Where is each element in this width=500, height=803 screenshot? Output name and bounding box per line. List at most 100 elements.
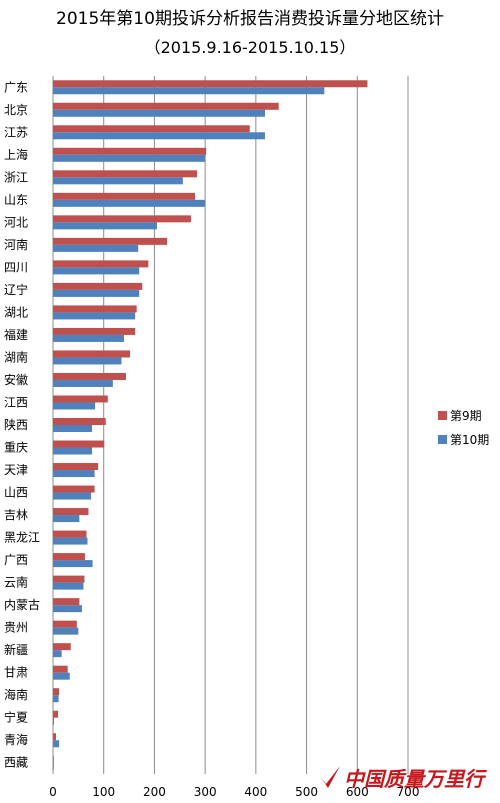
bar-period9 xyxy=(53,80,368,88)
bar-period10 xyxy=(53,87,325,95)
bar-period9 xyxy=(53,170,198,178)
bar-period9 xyxy=(53,710,59,718)
category-label: 辽宁 xyxy=(4,282,28,297)
checkmark-icon xyxy=(320,766,340,788)
watermark-logo: 中国质量万里行 xyxy=(320,766,487,791)
category-label: 海南 xyxy=(4,687,28,702)
bar-period10 xyxy=(53,537,88,545)
x-tick-label: 700 xyxy=(397,785,420,799)
category-label: 浙江 xyxy=(4,170,28,184)
bar-period10 xyxy=(53,222,157,230)
bar-period9 xyxy=(53,620,77,628)
category-label: 北京 xyxy=(4,103,28,117)
category-label: 安徽 xyxy=(4,372,28,387)
legend-swatch xyxy=(438,411,447,420)
bar-period9 xyxy=(53,237,168,245)
bar-period10 xyxy=(53,177,183,185)
bar-period10 xyxy=(53,582,84,590)
bar-period10 xyxy=(53,762,54,770)
bar-period10 xyxy=(53,740,60,748)
bar-period10 xyxy=(53,470,95,478)
category-label: 宁夏 xyxy=(4,710,28,725)
watermark-text: 中国质量万里行 xyxy=(344,767,487,791)
category-label: 内蒙古 xyxy=(4,597,40,612)
x-tick-label: 100 xyxy=(92,785,115,799)
legend-label: 第10期 xyxy=(450,433,489,447)
category-label: 广东 xyxy=(4,80,28,94)
bar-period9 xyxy=(53,215,191,223)
category-label: 河南 xyxy=(4,237,28,252)
category-label: 青海 xyxy=(4,732,28,747)
bar-period9 xyxy=(53,305,137,313)
category-label: 山西 xyxy=(4,486,28,500)
bar-period10 xyxy=(53,605,82,613)
bar-period10 xyxy=(53,199,206,207)
category-label: 贵州 xyxy=(4,621,28,635)
category-label: 西藏 xyxy=(4,756,28,770)
bar-period9 xyxy=(53,327,136,335)
bar-period10 xyxy=(53,154,206,162)
bar-period10 xyxy=(53,312,136,320)
bar-period9 xyxy=(53,395,108,403)
category-label: 天津 xyxy=(4,463,28,477)
category-label: 重庆 xyxy=(4,441,28,455)
x-tick-label: 600 xyxy=(346,785,369,799)
bar-period10 xyxy=(53,672,70,680)
bar-period10 xyxy=(53,627,79,635)
bar-period10 xyxy=(53,717,55,725)
legend-swatch xyxy=(438,435,447,444)
category-label: 陕西 xyxy=(4,417,28,432)
bar-period9 xyxy=(53,102,279,110)
category-label: 上海 xyxy=(4,147,28,162)
category-label: 福建 xyxy=(4,327,28,342)
bar-period10 xyxy=(53,695,59,703)
bar-period9 xyxy=(53,733,57,741)
legend-label: 第9期 xyxy=(450,409,482,423)
bar-period9 xyxy=(53,688,60,696)
bar-period10 xyxy=(53,447,93,455)
category-label: 江苏 xyxy=(4,125,28,139)
bar-period9 xyxy=(53,508,89,516)
bar-period9 xyxy=(53,350,131,358)
category-label: 河北 xyxy=(4,215,28,229)
bar-period9 xyxy=(53,598,80,606)
bar-period10 xyxy=(53,244,139,252)
category-label: 甘肃 xyxy=(4,666,28,680)
bar-period10 xyxy=(53,379,113,387)
chart-title: 2015年第10期投诉分析报告消费投诉量分地区统计 xyxy=(56,9,444,29)
bar-period10 xyxy=(53,650,62,658)
category-label: 黑龙江 xyxy=(4,531,40,545)
bar-period9 xyxy=(53,665,68,673)
bar-period9 xyxy=(53,192,195,200)
x-tick-label: 500 xyxy=(295,785,318,799)
bar-period9 xyxy=(53,530,87,538)
category-label: 新疆 xyxy=(4,642,28,657)
bar-period10 xyxy=(53,515,80,523)
bar-period9 xyxy=(53,643,71,651)
bar-period10 xyxy=(53,267,140,275)
bar-period9 xyxy=(53,553,85,561)
bar-period10 xyxy=(53,132,265,140)
category-label: 湖北 xyxy=(4,304,28,319)
bar-period9 xyxy=(53,282,143,290)
category-label: 江西 xyxy=(4,395,28,409)
category-label: 广西 xyxy=(4,553,28,567)
category-label: 山东 xyxy=(4,193,28,207)
bar-period10 xyxy=(53,560,93,568)
category-label: 吉林 xyxy=(4,508,28,522)
category-label: 云南 xyxy=(4,575,28,590)
bar-period10 xyxy=(53,402,96,410)
x-tick-label: 0 xyxy=(49,785,57,799)
chart-subtitle: （2015.9.16-2015.10.15） xyxy=(144,38,356,57)
bar-period9 xyxy=(53,485,95,493)
bar-period10 xyxy=(53,425,93,432)
bar-period9 xyxy=(53,372,127,380)
x-tick-label: 300 xyxy=(194,785,217,799)
bar-period10 xyxy=(53,357,122,365)
bar-period9 xyxy=(53,755,54,763)
bar-period9 xyxy=(53,260,149,268)
bar-period9 xyxy=(53,575,85,583)
bar-period9 xyxy=(53,418,106,425)
x-tick-label: 400 xyxy=(244,785,267,799)
